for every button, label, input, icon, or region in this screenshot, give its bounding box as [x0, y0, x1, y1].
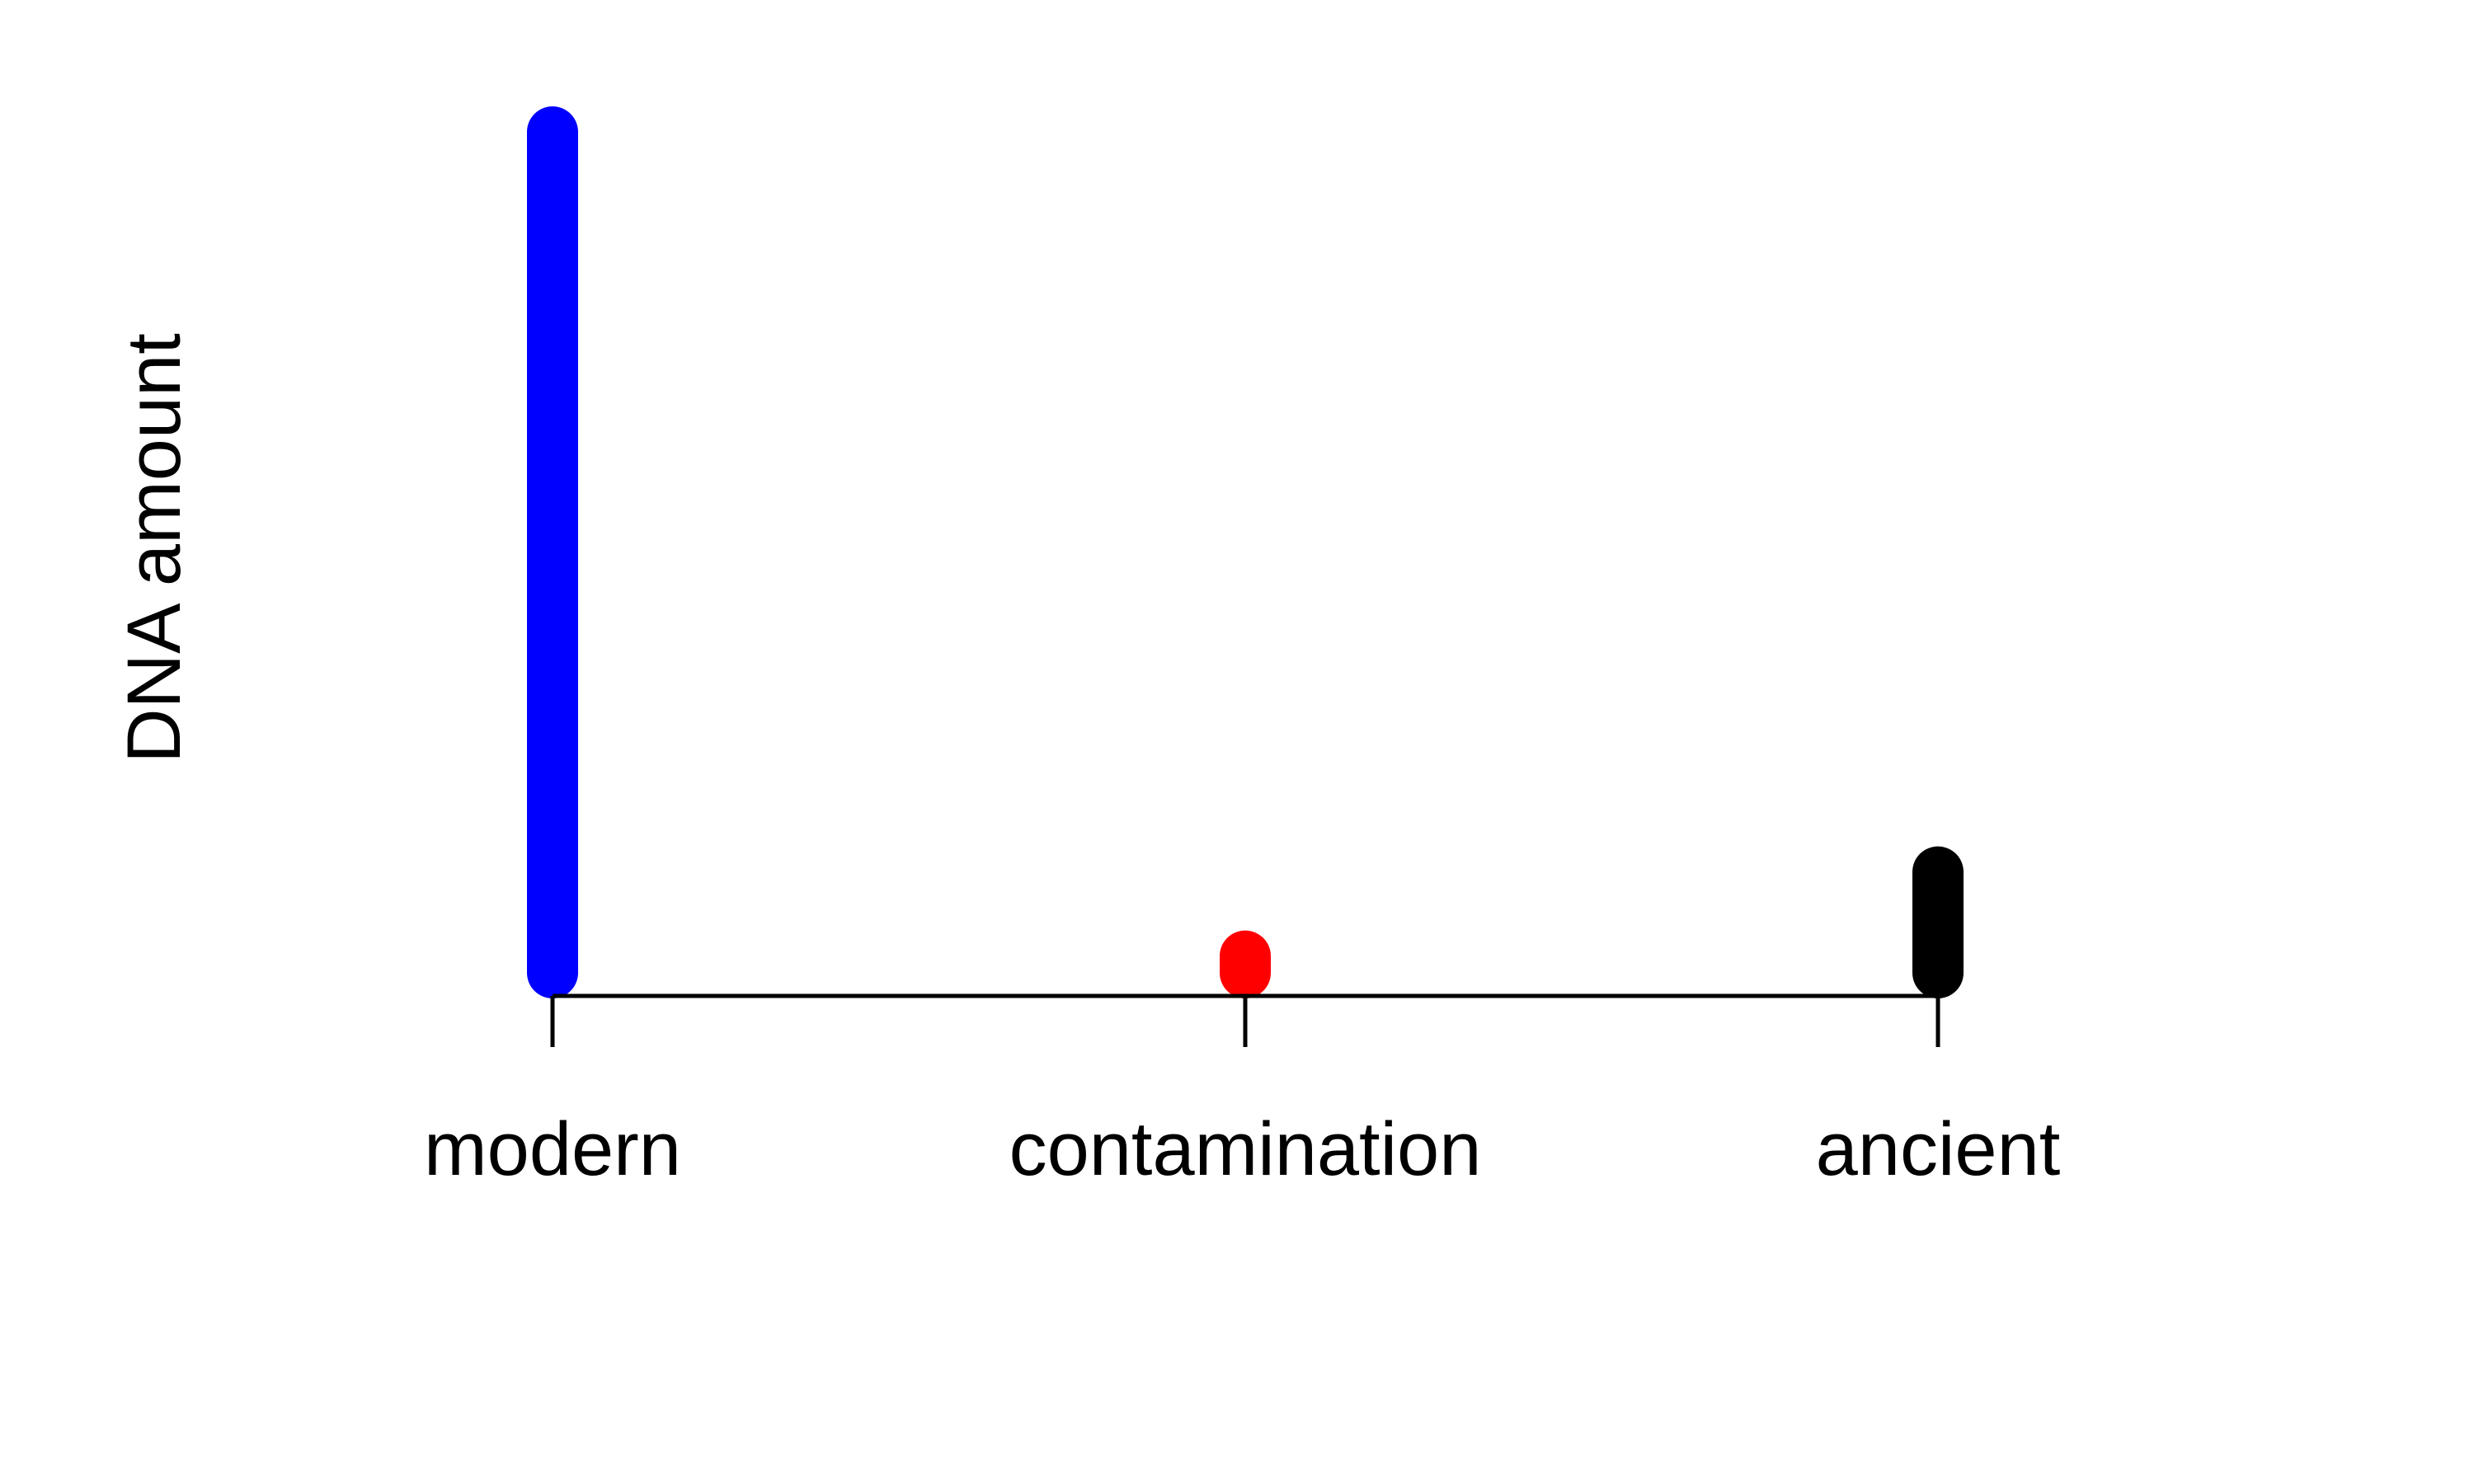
x-tick-label-modern: modern: [424, 1107, 681, 1191]
x-tick-label-ancient: ancient: [1816, 1107, 2061, 1191]
y-axis-label: DNA amount: [112, 333, 196, 763]
x-axis: modern contamination ancient: [424, 993, 2061, 1191]
bars: [527, 106, 1964, 998]
x-tick-label-contamination: contamination: [1009, 1107, 1482, 1191]
